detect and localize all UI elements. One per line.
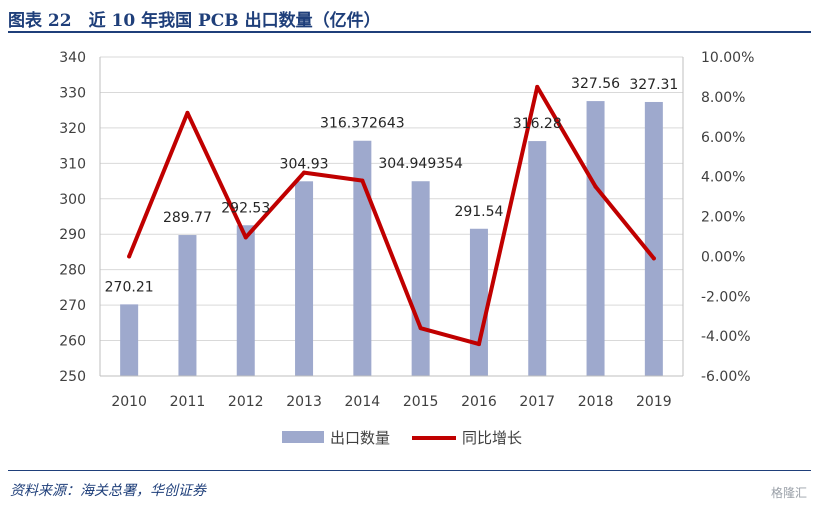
y-left-tick-label: 280: [59, 263, 86, 279]
y-right-tick-label: 2.00%: [701, 210, 745, 226]
bar: [353, 140, 372, 376]
bar: [644, 101, 663, 376]
bar: [236, 225, 255, 376]
source-note: 资料来源：海关总署，华创证券: [10, 483, 206, 499]
y-left-tick-label: 270: [59, 298, 86, 314]
x-tick-label: 2012: [228, 394, 264, 410]
x-tick-label: 2014: [345, 394, 381, 410]
bar-data-label: 292.53: [221, 200, 270, 216]
bar: [528, 141, 547, 376]
bar-data-label: 289.77: [163, 210, 212, 226]
bar: [120, 304, 139, 376]
line-point: [302, 170, 307, 175]
x-tick-label: 2013: [286, 394, 322, 410]
y-right-tick-label: -6.00%: [701, 369, 751, 385]
x-axis: 2010 2011 2012 2013 2014 2015 2016 2017 2018 2019: [100, 375, 683, 410]
y-left-tick-label: 330: [59, 85, 86, 101]
legend-label-bar: 出口数量: [330, 429, 390, 447]
y-right-tick-label: 8.00%: [701, 90, 745, 106]
line-point: [243, 235, 248, 240]
right-y-axis: -6.00% -4.00% -2.00% 0.00% 2.00% 4.00% 6.00% 8.…: [682, 50, 754, 385]
left-y-axis: 250 260 270 280 290 300 310 320 330 340: [59, 50, 101, 385]
bar-series-export-quantity: [120, 101, 663, 376]
line-point: [651, 256, 656, 261]
y-right-tick-label: 6.00%: [701, 130, 745, 146]
y-right-tick-label: 10.00%: [701, 50, 754, 66]
line-point: [593, 184, 598, 189]
bar-data-label: 327.31: [629, 77, 678, 93]
bar-data-label: 327.56: [571, 76, 620, 92]
y-right-tick-label: -4.00%: [701, 329, 751, 345]
y-left-tick-label: 260: [59, 334, 86, 350]
combo-chart: 270.21 289.77 292.53 304.93 316.372643 304.94…: [59, 50, 754, 447]
x-tick-label: 2017: [519, 394, 555, 410]
figure-title: 图表 22 近 10 年我国 PCB 出口数量（亿件）: [8, 11, 381, 31]
bar-data-label: 304.949354: [378, 156, 463, 172]
y-right-tick-label: -2.00%: [701, 289, 751, 305]
line-point: [476, 342, 481, 347]
x-tick-label: 2018: [578, 394, 614, 410]
y-left-tick-label: 340: [59, 50, 86, 66]
bar-data-label: 304.93: [280, 156, 329, 172]
grid-lines: [100, 56, 683, 342]
y-left-tick-label: 320: [59, 121, 86, 137]
y-left-tick-label: 290: [59, 227, 86, 243]
legend-swatch-bar: [282, 431, 324, 443]
line-point: [535, 84, 540, 89]
legend: 出口数量 同比增长: [282, 429, 522, 447]
bar: [411, 181, 430, 376]
bar-data-label: 291.54: [454, 204, 503, 220]
bar-data-label: 316.28: [513, 116, 562, 132]
source-divider: [8, 470, 811, 471]
line-series-yoy-growth: [127, 84, 656, 347]
line-point: [185, 110, 190, 115]
bar: [469, 228, 488, 376]
bar: [295, 181, 314, 376]
x-tick-label: 2019: [636, 394, 672, 410]
x-tick-label: 2015: [403, 394, 439, 410]
y-left-tick-label: 300: [59, 192, 86, 208]
y-right-tick-label: 0.00%: [701, 249, 745, 265]
bar-data-label: 270.21: [105, 279, 154, 295]
bar: [178, 235, 197, 376]
watermark: 格隆汇: [770, 486, 807, 500]
x-tick-label: 2010: [111, 394, 147, 410]
legend-label-line: 同比增长: [462, 429, 522, 447]
bar-data-labels: 270.21 289.77 292.53 304.93 316.372643 304.94…: [105, 76, 679, 295]
bar: [586, 101, 605, 376]
line-point: [360, 178, 365, 183]
x-tick-label: 2016: [461, 394, 497, 410]
line-point: [418, 326, 423, 331]
line-point: [127, 254, 132, 259]
y-right-tick-label: 4.00%: [701, 170, 745, 186]
line-path: [127, 84, 656, 347]
y-left-tick-label: 250: [59, 369, 86, 385]
x-tick-label: 2011: [170, 394, 206, 410]
figure-title-bar: 图表 22 近 10 年我国 PCB 出口数量（亿件）: [8, 3, 811, 33]
y-left-tick-label: 310: [59, 156, 86, 172]
bar-data-label: 316.372643: [320, 116, 405, 132]
